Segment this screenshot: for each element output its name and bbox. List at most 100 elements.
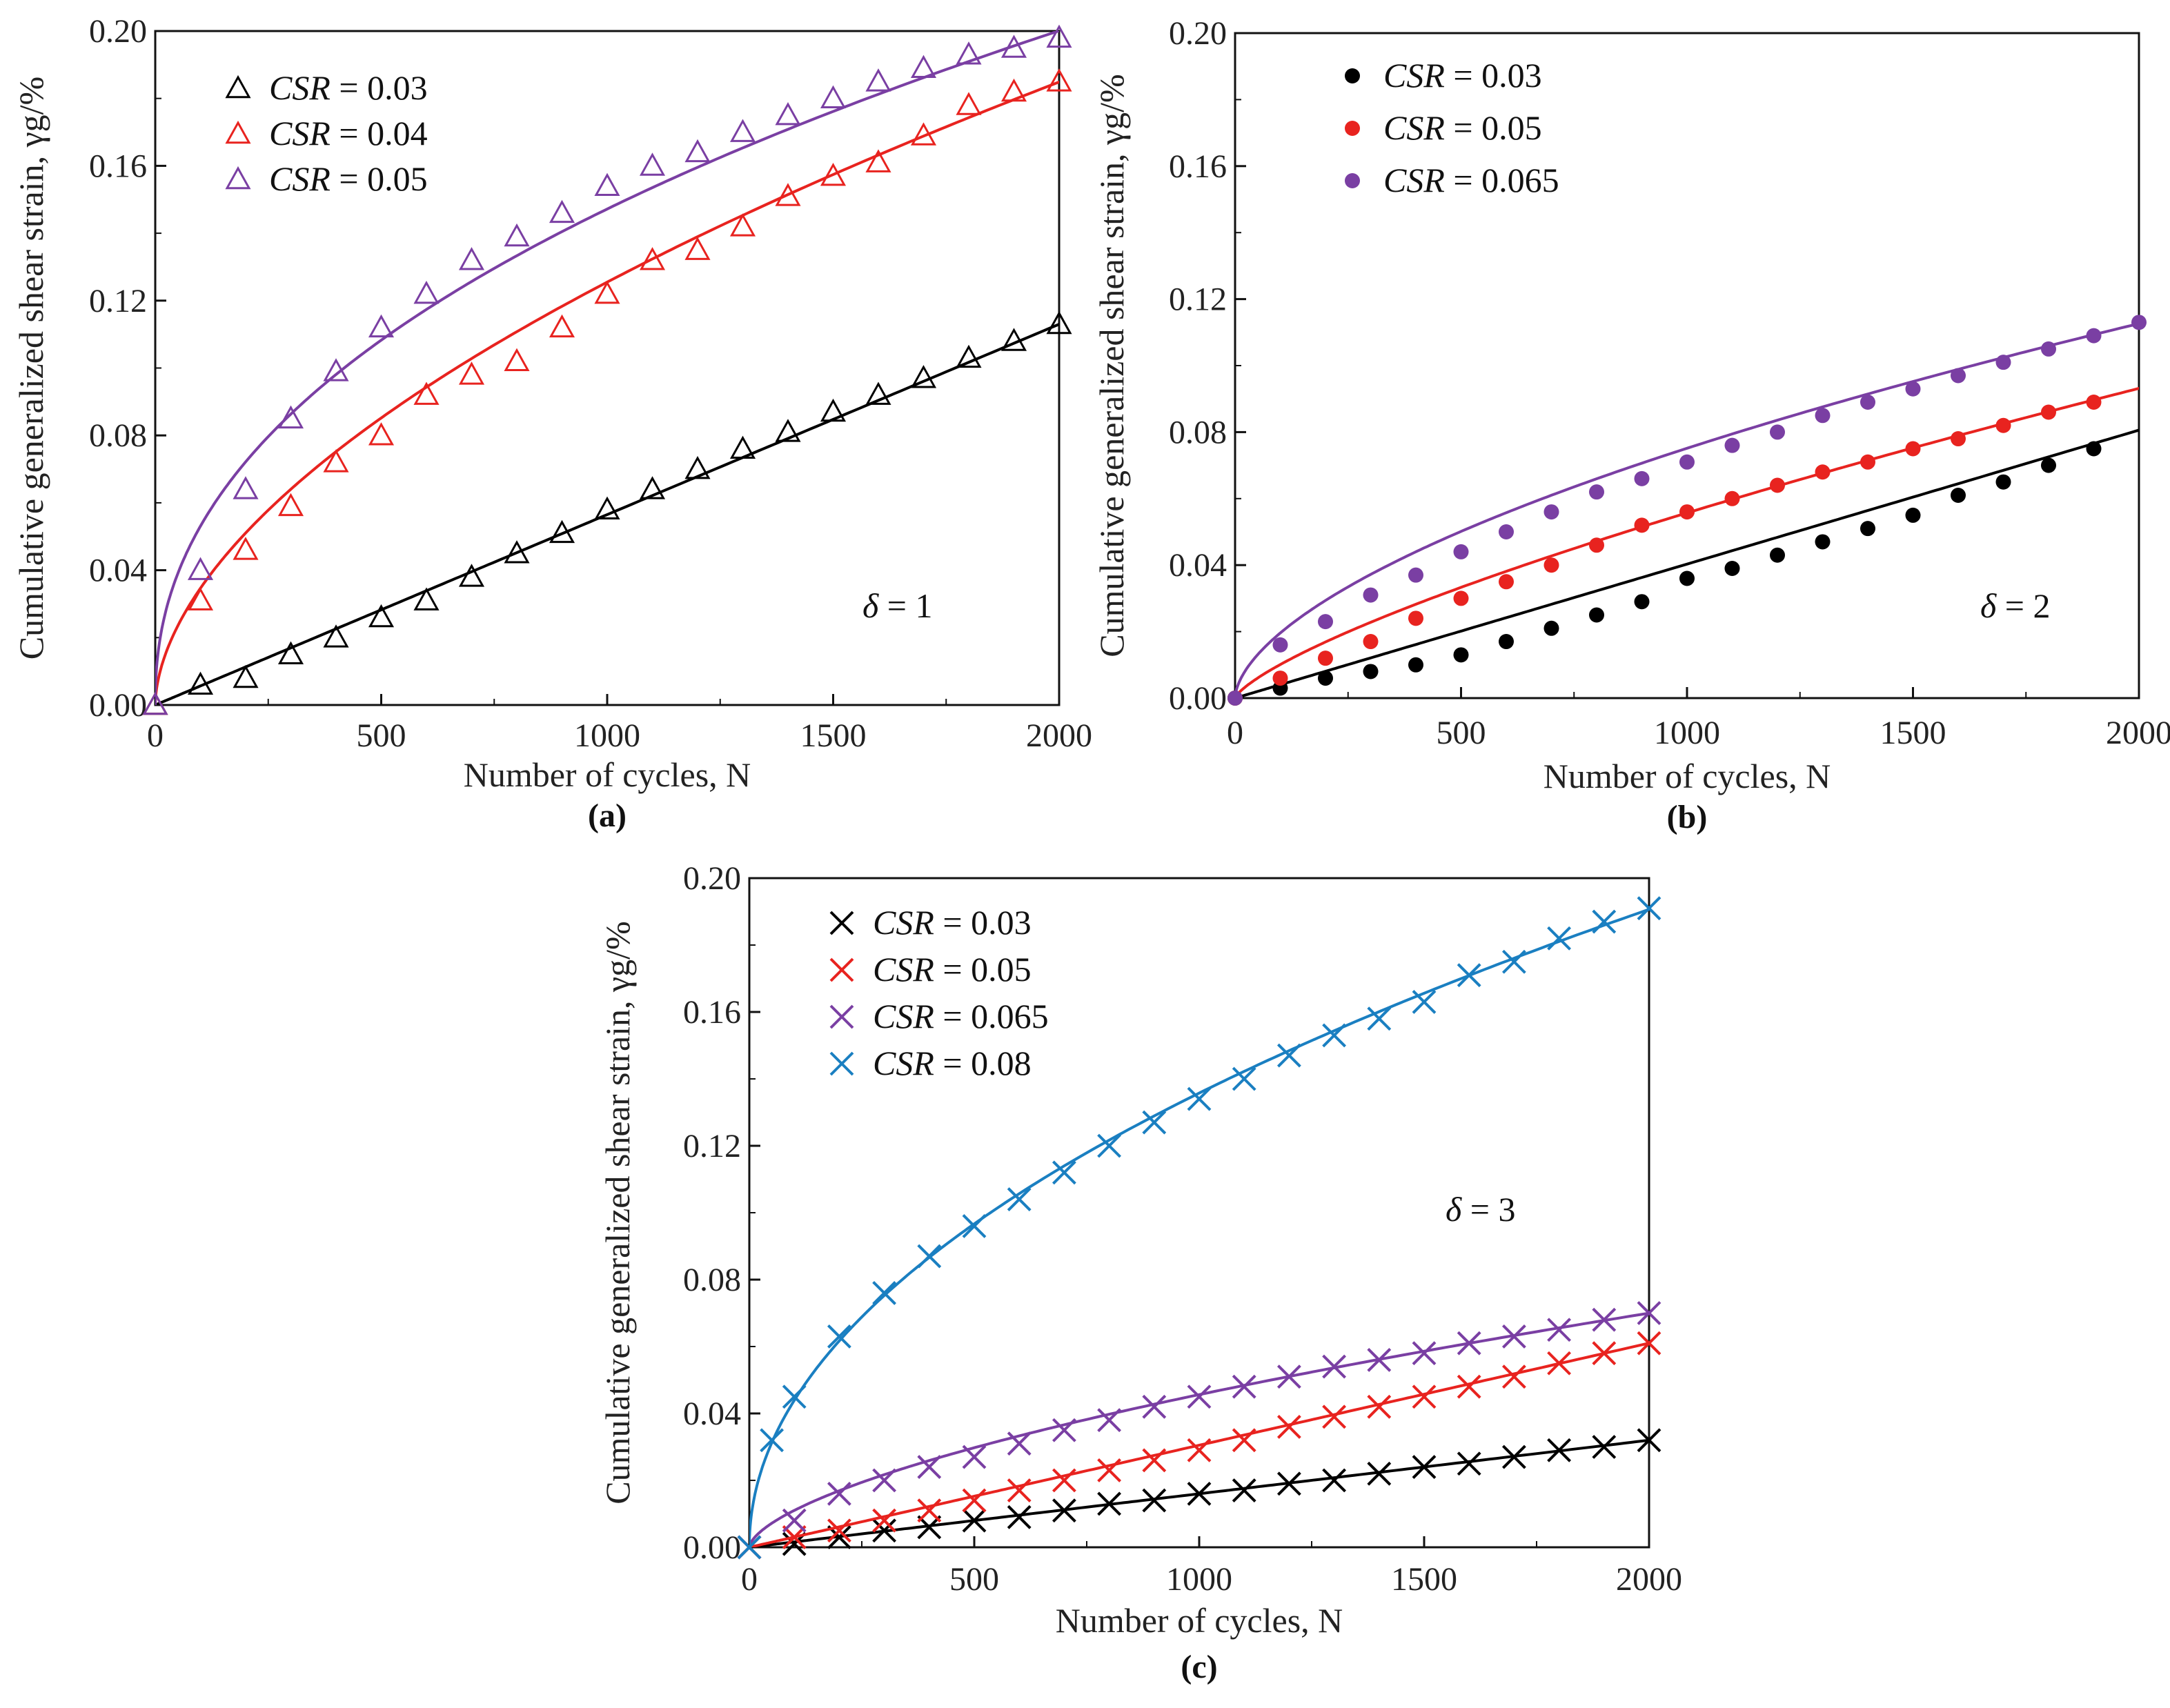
data-point [1499,634,1514,650]
data-point [1770,547,1785,563]
legend-marker [225,120,251,144]
cross-stroke [1547,1351,1572,1376]
cross-stroke [1367,1461,1392,1486]
data-point [504,223,530,247]
data-point [1142,1110,1167,1135]
data-point [413,587,440,610]
y-tick-label: 0.08 [89,417,147,454]
data-point [729,213,756,237]
data-point [1367,1461,1392,1486]
data-point [1589,484,1604,500]
data-point [1318,651,1333,666]
cross-stroke [1457,1331,1481,1356]
cross-stroke [1052,1160,1076,1185]
x-tick-label: 1000 [1166,1561,1232,1598]
data-point [729,435,756,459]
data-point [413,381,440,405]
fit-curve [749,1342,1649,1547]
cross-stroke [1457,1374,1481,1399]
cross-stroke [1007,1431,1032,1456]
data-point [277,405,304,429]
y-tick-label: 0.04 [89,553,147,589]
legend-marker [1345,68,1360,83]
delta-symbol: δ [862,586,879,625]
data-point [233,476,259,499]
data-point [1770,477,1785,493]
data-point [1046,24,1072,48]
legend-label: CSR = 0.03 [873,903,1032,942]
y-tick-label: 0.04 [683,1396,741,1432]
cross-stroke [1547,1318,1572,1342]
data-point [323,358,349,381]
legend-marker [225,75,251,99]
data-point [782,1525,807,1549]
data-point [910,365,937,388]
legend-marker [829,1051,854,1076]
cross-stroke [1097,1491,1122,1516]
data-point [458,564,485,587]
panel-label: (a) [588,797,627,834]
data-point [2041,341,2056,357]
data-point [1367,1006,1392,1031]
cross-stroke [829,957,854,982]
data-point [1408,567,1423,583]
cross-stroke [827,1525,851,1549]
data-point [1232,1478,1256,1502]
legend-label: CSR = 0.05 [873,950,1032,989]
data-point [1318,614,1333,630]
data-point [1052,1160,1076,1185]
x-axis-label: Number of cycles, N [1543,757,1831,795]
data-point [1634,517,1650,533]
data-point [323,624,349,648]
cross-stroke [1457,963,1481,988]
data-point [872,1280,897,1305]
data-point [1679,454,1695,470]
legend-marker [829,911,854,935]
y-tick-label: 0.20 [89,13,147,50]
y-tick-label: 0.16 [683,994,741,1031]
data-point [1232,1374,1256,1399]
cross-stroke [827,1324,851,1349]
series-2: CSR = 0.05 [1227,108,2139,706]
data-point [1637,896,1661,921]
data-point [277,493,304,517]
data-point [1860,521,1875,537]
data-point [1097,1458,1122,1482]
data-point [1052,1468,1076,1493]
chart-panel-3: 0.00 0.04 0.08 0.12 0.16 0.20 0 500 1000 1500 2000… [598,860,1682,1685]
cross-stroke [1457,1451,1481,1476]
data-point [962,1213,987,1238]
data-point [1589,537,1604,553]
x-tick-label: 500 [949,1561,999,1598]
cross-stroke [782,1525,807,1549]
data-point [233,537,259,560]
legend-label: CSR = 0.08 [873,1044,1032,1082]
cross-stroke [1007,1505,1032,1529]
data-point [1412,990,1437,1014]
data-point [1905,381,1921,397]
data-point [917,1498,942,1523]
y-tick-label: 0.08 [1169,414,1227,450]
cross-stroke [1276,1364,1301,1389]
data-point [956,92,982,115]
data-point [684,455,711,479]
legend-marker [829,957,854,982]
cross-stroke [782,1384,807,1409]
data-point [1227,691,1243,706]
data-point [782,1384,807,1409]
data-point [1412,1384,1437,1409]
legend-value: = 0.03 [1445,56,1542,95]
cross-stroke [962,1488,987,1513]
cross-stroke [962,1213,987,1238]
data-point [1457,1374,1481,1399]
data-point [1501,949,1526,974]
legend-marker [829,1004,854,1029]
y-tick-label: 0.08 [683,1262,741,1298]
data-point [1547,1318,1572,1342]
legend-label: CSR = 0.03 [269,68,428,107]
data-point [1547,926,1572,951]
data-point [1995,417,2011,433]
legend-var: CSR [1383,56,1445,95]
cross-stroke [1097,1458,1122,1482]
